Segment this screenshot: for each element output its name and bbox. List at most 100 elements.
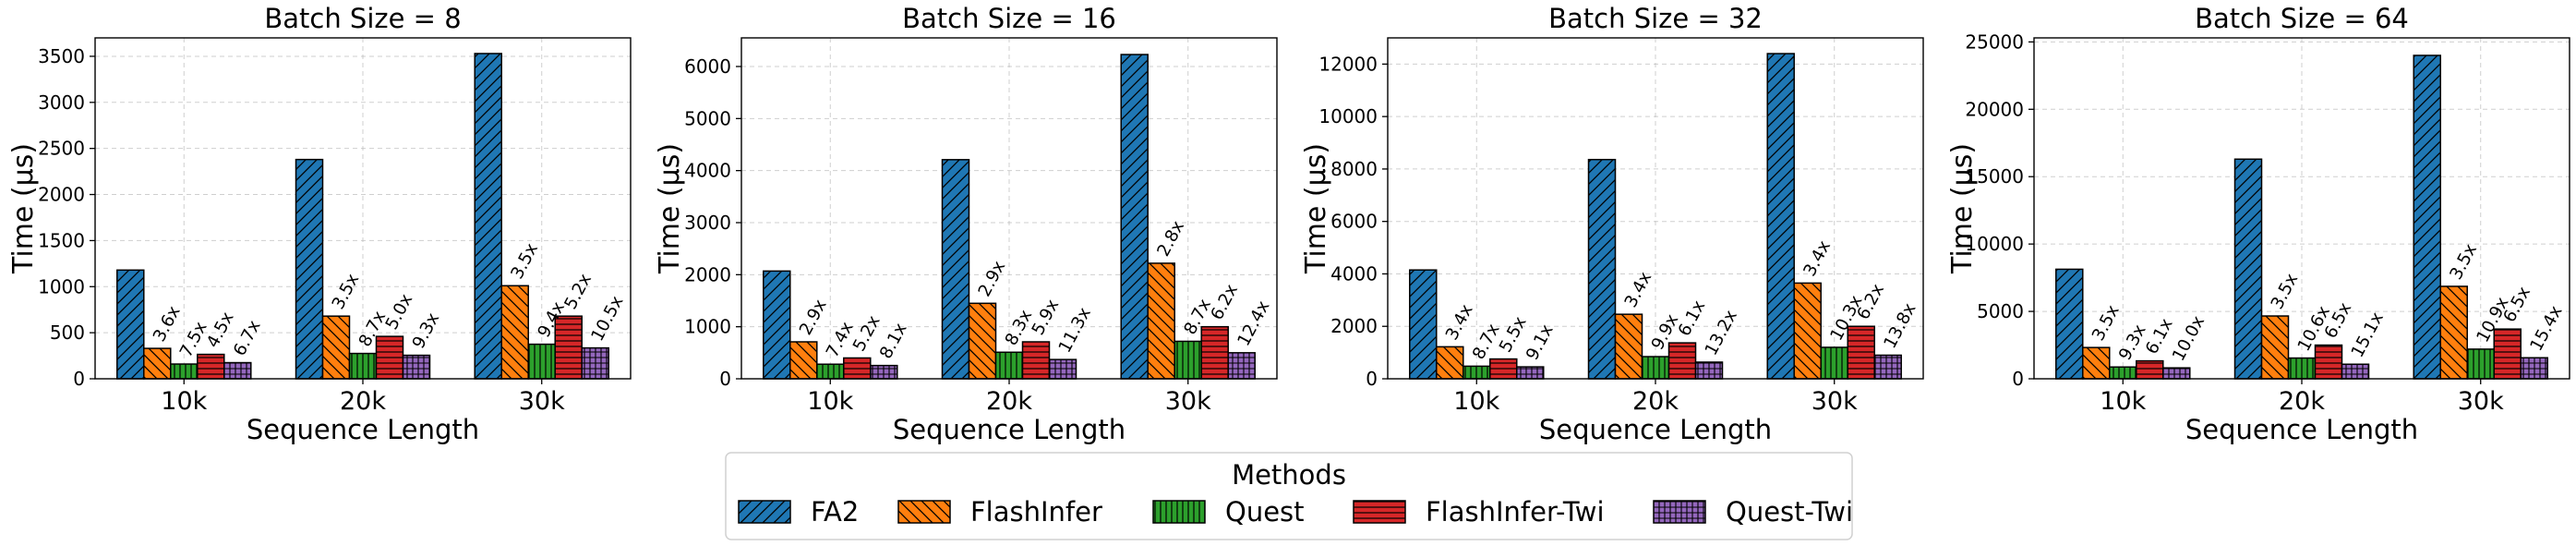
bar-flashinfer-30k (2439, 285, 2468, 380)
legend-item-quest: Quest (1152, 496, 1305, 528)
y-tick-label: 1000 (38, 275, 85, 297)
bar-flashinfer-20k (968, 302, 997, 380)
bar-quest-twi-10k (870, 364, 898, 380)
legend-item-quest-twi: Quest-Twi (1653, 496, 1853, 528)
bar-quest-twi-30k (1873, 354, 1902, 380)
y-tick-label: 0 (719, 368, 731, 390)
y-tick-label: 2000 (684, 263, 731, 285)
y-axis-label: Time (μs) (1300, 143, 1332, 274)
y-tick-label: 3500 (38, 45, 85, 67)
x-axis-label: Sequence Length (1539, 414, 1772, 445)
bar-flashinfer-10k (1436, 346, 1464, 380)
bar-quest-30k (1820, 346, 1848, 380)
y-tick-label: 4000 (1330, 262, 1378, 285)
bar-flashinfer-twi-20k (375, 335, 404, 380)
legend-label: FA2 (811, 496, 859, 528)
bar-flashinfer-twi-20k (1021, 341, 1051, 380)
x-tick-label: 30k (1812, 387, 1858, 416)
x-tick-label: 30k (519, 387, 565, 416)
bar-flashinfer-twi-20k (2314, 344, 2343, 380)
chart-title: Batch Size = 64 (2195, 3, 2409, 34)
legend-item-fa2: FA2 (738, 496, 859, 528)
y-tick-label: 25000 (1965, 30, 2024, 53)
y-tick-label: 3000 (684, 212, 731, 234)
y-tick-label: 2500 (38, 138, 85, 160)
bar-flashinfer-twi-30k (1200, 325, 1229, 380)
bar-flashinfer-30k (500, 285, 529, 380)
bar-flashinfer-30k (1793, 282, 1822, 380)
bar-flashinfer-10k (143, 347, 172, 380)
bar-fa2-20k (941, 159, 970, 380)
bar-quest-twi-20k (402, 354, 431, 380)
bar-flashinfer-20k (1614, 313, 1643, 380)
bar-quest-twi-30k (1227, 352, 1256, 380)
bar-quest-20k (1641, 356, 1670, 380)
bar-quest-20k (2287, 357, 2317, 380)
x-tick-label: 20k (2279, 387, 2325, 416)
bar-fa2-30k (474, 53, 502, 380)
bar-flashinfer-twi-30k (554, 315, 583, 380)
y-tick-label: 3000 (38, 91, 85, 114)
bar-quest-twi-10k (223, 361, 252, 380)
bar-fa2-30k (2413, 55, 2441, 380)
x-tick-label: 10k (1453, 387, 1499, 416)
bar-fa2-10k (2055, 268, 2084, 380)
x-tick-label: 20k (1632, 387, 1679, 416)
x-tick-label: 20k (986, 387, 1032, 416)
bar-quest-twi-20k (1694, 361, 1724, 380)
bar-quest-20k (994, 351, 1024, 380)
bar-quest-10k (1463, 365, 1491, 380)
y-tick-label: 1500 (38, 229, 85, 251)
bar-quest-10k (2109, 366, 2137, 380)
legend: Methods FA2 FlashInfer Quest FlashInfer-Twi Q… (725, 452, 1853, 540)
chart-title: Batch Size = 8 (264, 3, 461, 34)
bar-fa2-30k (1120, 54, 1149, 380)
y-axis-label: Time (μs) (654, 143, 686, 274)
bar-quest-30k (527, 343, 556, 380)
bar-fa2-10k (1409, 269, 1438, 380)
bar-quest-twi-10k (2162, 367, 2191, 380)
x-tick-label: 10k (2100, 387, 2146, 416)
bar-flashinfer-20k (2260, 315, 2290, 380)
legend-label: Quest-Twi (1726, 496, 1853, 528)
bar-flashinfer-10k (789, 341, 818, 380)
x-tick-label: 30k (1165, 387, 1211, 416)
bar-flashinfer-twi-10k (2136, 359, 2164, 380)
bar-flashinfer-twi-30k (2493, 328, 2522, 380)
bar-flashinfer-10k (2082, 346, 2111, 380)
bar-quest-20k (348, 352, 378, 380)
bar-flashinfer-twi-10k (1489, 358, 1518, 380)
x-tick-label: 10k (161, 387, 207, 416)
legend-title: Methods (1232, 459, 1346, 491)
x-axis-label: Sequence Length (893, 414, 1125, 445)
legend-label: FlashInfer (970, 496, 1102, 528)
legend-label: Quest (1225, 496, 1305, 528)
y-tick-label: 0 (2012, 368, 2024, 390)
y-tick-label: 6000 (1330, 211, 1378, 233)
bar-flashinfer-30k (1147, 262, 1175, 380)
y-axis-label: Time (μs) (7, 143, 40, 274)
bar-fa2-20k (1587, 158, 1617, 380)
chart-title: Batch Size = 16 (902, 3, 1116, 34)
y-tick-label: 0 (73, 368, 85, 390)
bar-fa2-10k (116, 269, 145, 380)
bar-quest-twi-10k (1516, 366, 1545, 380)
bar-fa2-10k (763, 270, 791, 380)
y-tick-label: 10000 (1965, 233, 2024, 255)
bar-flashinfer-twi-10k (197, 353, 225, 380)
y-tick-label: 500 (50, 322, 85, 344)
y-tick-label: 0 (1366, 368, 1378, 390)
y-tick-label: 6000 (684, 55, 731, 78)
y-tick-label: 12000 (1318, 53, 1378, 75)
y-tick-label: 2000 (38, 184, 85, 206)
y-tick-label: 5000 (1977, 300, 2024, 322)
y-tick-label: 5000 (684, 107, 731, 129)
y-tick-label: 4000 (684, 160, 731, 182)
legend-item-flashinfer: FlashInfer (897, 496, 1102, 528)
